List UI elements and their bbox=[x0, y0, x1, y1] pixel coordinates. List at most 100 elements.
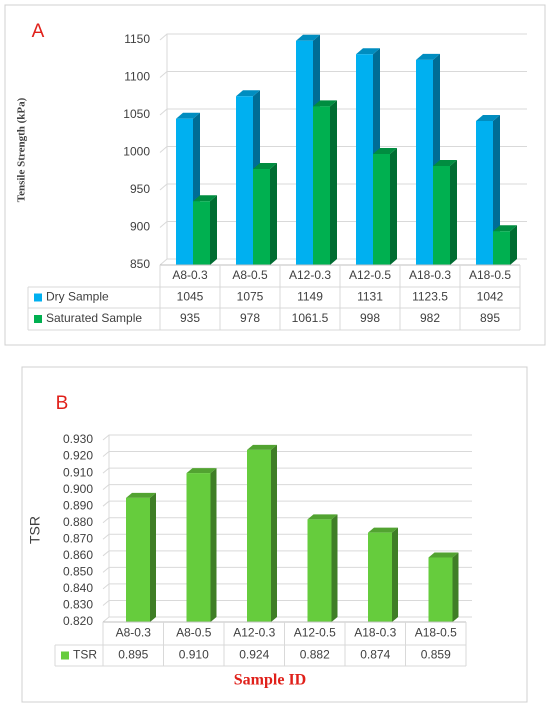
table-value: 978 bbox=[240, 311, 260, 325]
bar-side bbox=[331, 514, 338, 622]
x-tick-label: A12-0.3 bbox=[289, 268, 331, 282]
bar bbox=[296, 40, 313, 265]
y-tick-label: 950 bbox=[130, 182, 150, 196]
bar bbox=[253, 169, 270, 265]
x-tick-label: A12-0.5 bbox=[349, 268, 391, 282]
y-tick-label: 0.870 bbox=[63, 531, 93, 545]
bar-top bbox=[176, 112, 200, 119]
bar bbox=[313, 106, 330, 265]
bar bbox=[247, 449, 271, 622]
table-value: 1149 bbox=[297, 290, 323, 304]
bar-top bbox=[296, 34, 320, 41]
legend-label: Saturated Sample bbox=[46, 311, 142, 325]
y-tick-label: 1150 bbox=[124, 32, 150, 46]
x-axis-title: Sample ID bbox=[234, 672, 306, 689]
y-tick-label: 0.900 bbox=[63, 482, 93, 496]
bar bbox=[368, 532, 392, 622]
table-value: 0.910 bbox=[179, 648, 209, 662]
bar bbox=[193, 201, 210, 265]
bar-top bbox=[368, 527, 398, 533]
panel-label: B bbox=[56, 393, 69, 414]
y-tick-label: 0.850 bbox=[63, 565, 93, 579]
bar-top bbox=[307, 514, 338, 520]
table-value: 0.874 bbox=[360, 648, 390, 662]
bar-top bbox=[493, 225, 517, 232]
legend-label: TSR bbox=[73, 648, 97, 662]
bar-top bbox=[186, 468, 217, 474]
panel-label: A bbox=[32, 21, 45, 42]
y-tick-label: 900 bbox=[130, 220, 150, 234]
x-tick-label: A18-0.3 bbox=[409, 268, 451, 282]
y-tick-label: 1000 bbox=[123, 145, 150, 159]
bar bbox=[356, 54, 373, 265]
table-value: 0.882 bbox=[300, 648, 330, 662]
table-value: 1061.5 bbox=[292, 311, 329, 325]
y-tick-label: 0.830 bbox=[63, 598, 93, 612]
y-tick-label: 0.820 bbox=[63, 614, 93, 628]
y-tick-label: 1050 bbox=[123, 107, 150, 121]
legend-key bbox=[61, 651, 69, 660]
bar-top bbox=[433, 160, 457, 166]
table-value: 1045 bbox=[177, 290, 204, 304]
x-tick-label: A18-0.5 bbox=[469, 268, 511, 282]
bar-top bbox=[416, 53, 440, 60]
y-tick-label: 0.890 bbox=[63, 498, 93, 512]
x-tick-label: A18-0.5 bbox=[415, 626, 457, 640]
table-value: 895 bbox=[480, 311, 500, 325]
x-tick-label: A18-0.3 bbox=[354, 626, 396, 640]
legend-key bbox=[34, 315, 42, 323]
x-tick-label: A12-0.5 bbox=[294, 626, 336, 640]
bar-top bbox=[476, 115, 500, 121]
y-tick-label: 0.920 bbox=[63, 449, 93, 463]
bar bbox=[476, 121, 493, 265]
y-tick-label: 0.840 bbox=[63, 581, 93, 595]
table-value: 0.859 bbox=[421, 648, 451, 662]
y-tick-label: 0.910 bbox=[63, 465, 93, 479]
y-tick-label: 850 bbox=[130, 257, 150, 271]
y-axis-title: Tensile Strength (kPa) bbox=[16, 97, 28, 202]
table-value: 0.924 bbox=[239, 648, 269, 662]
y-axis-title: TSR bbox=[27, 516, 43, 544]
table-value: 1131 bbox=[357, 290, 383, 304]
y-tick-label: 0.860 bbox=[63, 548, 93, 562]
bar-top bbox=[313, 100, 337, 107]
table-value: 935 bbox=[180, 311, 200, 325]
x-tick-label: A8-0.5 bbox=[176, 626, 212, 640]
bar bbox=[126, 497, 150, 622]
bar-top bbox=[373, 148, 397, 154]
bar-top bbox=[428, 552, 459, 558]
bar-top bbox=[126, 492, 156, 498]
bar-side bbox=[392, 527, 398, 622]
bar-side bbox=[270, 163, 277, 265]
x-tick-label: A12-0.3 bbox=[233, 626, 275, 640]
bar-side bbox=[210, 195, 217, 265]
bar bbox=[493, 231, 510, 265]
bar-side bbox=[390, 148, 397, 265]
y-tick-label: 0.880 bbox=[63, 515, 93, 529]
x-tick-label: A8-0.3 bbox=[116, 626, 152, 640]
bar bbox=[176, 118, 193, 265]
bar-top bbox=[253, 163, 277, 169]
bar bbox=[428, 557, 453, 622]
bar-top bbox=[193, 195, 217, 202]
bar bbox=[373, 154, 390, 265]
bar-side bbox=[271, 444, 277, 622]
table-value: 1042 bbox=[477, 290, 504, 304]
table-value: 0.895 bbox=[118, 648, 148, 662]
bar-side bbox=[210, 468, 217, 622]
bar-top bbox=[236, 90, 260, 97]
bar bbox=[416, 59, 433, 265]
x-tick-label: A8-0.3 bbox=[172, 268, 208, 282]
y-tick-label: 1100 bbox=[124, 70, 150, 84]
table-value: 998 bbox=[360, 311, 380, 325]
legend-key bbox=[34, 293, 42, 302]
bar-top bbox=[247, 444, 277, 450]
x-tick-label: A8-0.5 bbox=[232, 268, 268, 282]
legend-label: Dry Sample bbox=[46, 290, 109, 304]
bar-side bbox=[330, 100, 337, 265]
table-value: 1123.5 bbox=[412, 290, 448, 304]
bar bbox=[186, 473, 211, 622]
bar bbox=[307, 519, 332, 622]
